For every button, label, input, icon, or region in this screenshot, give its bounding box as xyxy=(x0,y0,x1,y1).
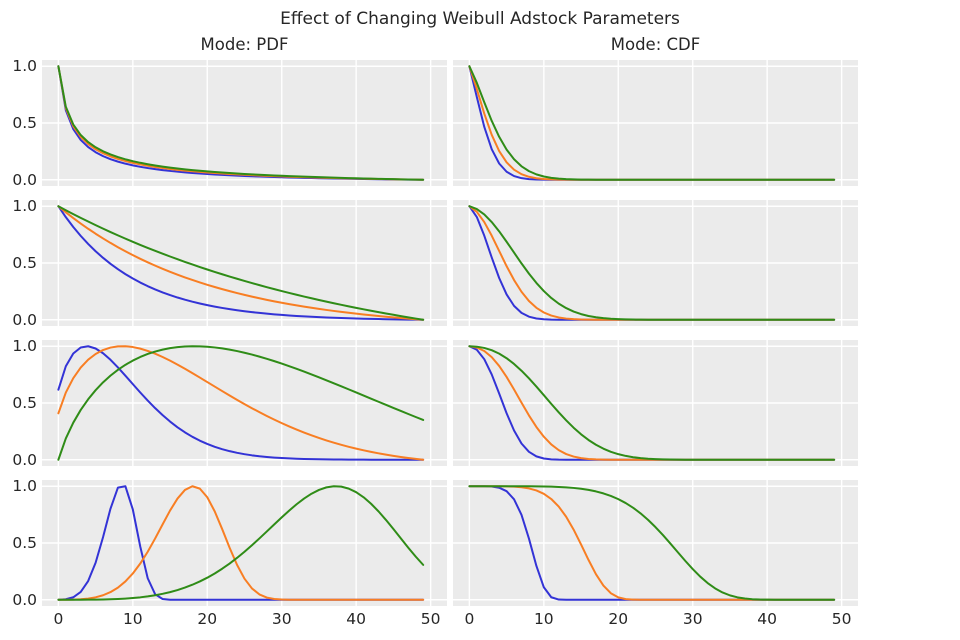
ytick-label-row2-0.0: 0.0 xyxy=(12,310,37,329)
ytick-label-row2-1.0: 1.0 xyxy=(12,197,37,216)
xtick-label-cdf-30: 30 xyxy=(682,610,703,628)
figure-title: Effect of Changing Weibull Adstock Param… xyxy=(280,9,680,29)
xtick-label-pdf-0: 0 xyxy=(53,610,64,628)
ytick-label-row4-0.0: 0.0 xyxy=(12,590,37,609)
curve-scale-40-row1-pdf xyxy=(57,65,425,181)
curve-scale-40-row2-pdf xyxy=(57,205,425,321)
curve-scale-10-row2-pdf xyxy=(57,205,425,321)
xtick-label-pdf-50: 50 xyxy=(420,610,441,628)
ytick-label-row3-1.0: 1.0 xyxy=(12,337,37,356)
xtick-label-cdf-50: 50 xyxy=(831,610,852,628)
curve-scale-20-row3-pdf xyxy=(57,345,425,461)
subplot-row3-pdf xyxy=(42,340,447,466)
column-title-cdf: Mode: CDF xyxy=(610,35,701,54)
xtick-label-pdf-30: 30 xyxy=(271,610,292,628)
subplot-row1-pdf xyxy=(42,60,447,186)
xtick-label-pdf-10: 10 xyxy=(122,610,143,628)
xtick-label-pdf-20: 20 xyxy=(197,610,218,628)
ytick-label-row1-0.5: 0.5 xyxy=(12,114,37,132)
ytick-label-row4-0.5: 0.5 xyxy=(12,534,37,552)
curve-scale-20-row2-pdf xyxy=(57,205,425,321)
subplot-row2-pdf xyxy=(42,200,447,326)
subplot-row3-cdf xyxy=(453,340,858,466)
xtick-label-pdf-40: 40 xyxy=(346,610,367,628)
xtick-label-cdf-40: 40 xyxy=(757,610,778,628)
curve-scale-40-row4-cdf xyxy=(468,485,836,601)
ytick-label-row1-1.0: 1.0 xyxy=(12,57,37,76)
xtick-label-cdf-20: 20 xyxy=(608,610,629,628)
column-title-pdf: Mode: PDF xyxy=(200,35,289,54)
subplot-row4-pdf xyxy=(42,480,447,606)
xtick-label-cdf-10: 10 xyxy=(533,610,554,628)
curve-scale-40-row2-cdf xyxy=(468,205,836,321)
xtick-label-cdf-0: 0 xyxy=(464,610,475,628)
ytick-label-row3-0.0: 0.0 xyxy=(12,450,37,469)
subplot-row4-cdf xyxy=(453,480,858,606)
subplot-row1-cdf xyxy=(453,60,858,186)
subplot-row2-cdf xyxy=(453,200,858,326)
curve-scale-20-row4-pdf xyxy=(57,485,425,601)
ytick-label-row2-0.5: 0.5 xyxy=(12,254,37,272)
curve-scale-40-row3-pdf xyxy=(57,345,425,461)
curve-scale-40-row4-pdf xyxy=(57,485,425,601)
curve-scale-40-row3-cdf xyxy=(468,345,836,461)
curve-scale-40-row1-cdf xyxy=(468,65,836,181)
ytick-label-row4-1.0: 1.0 xyxy=(12,477,37,496)
ytick-label-row1-0.0: 0.0 xyxy=(12,170,37,189)
ytick-label-row3-0.5: 0.5 xyxy=(12,394,37,412)
